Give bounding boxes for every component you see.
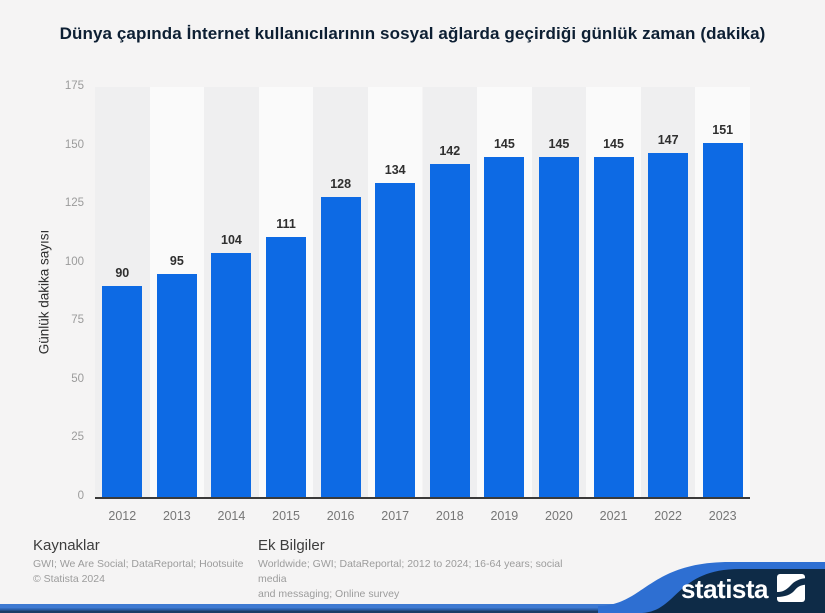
sources-block: Kaynaklar GWI; We Are Social; DataReport… <box>33 537 248 587</box>
bar-value-label: 90 <box>115 266 130 281</box>
bar-2016[interactable] <box>320 197 361 497</box>
info-text-line2: and messaging; Online survey <box>258 588 400 600</box>
x-tick-label: 2023 <box>708 509 737 523</box>
bar-value-label: 111 <box>276 216 296 231</box>
sources-heading: Kaynaklar <box>33 537 100 554</box>
y-tick-label: 150 <box>64 138 84 151</box>
bar-2019[interactable] <box>484 157 525 497</box>
bar-column: 104 <box>204 87 259 497</box>
bar-column: 145 <box>477 87 532 497</box>
x-tick-label: 2021 <box>599 509 628 523</box>
bar-column: 145 <box>586 87 641 497</box>
bar-value-label: 104 <box>221 233 242 248</box>
bar-column: 142 <box>422 87 478 497</box>
bar-2015[interactable] <box>266 236 307 497</box>
bar-value-label: 128 <box>330 177 352 192</box>
bar-2013[interactable] <box>156 274 197 497</box>
footer-bottom-strip <box>0 604 825 613</box>
bar-2017[interactable] <box>375 183 416 497</box>
bar-column: 90 <box>95 87 150 497</box>
bar-value-label: 142 <box>439 144 461 159</box>
bar-2020[interactable] <box>538 157 579 497</box>
x-tick-label: 2012 <box>108 509 137 523</box>
bar-value-label: 145 <box>493 137 515 152</box>
bar-column: 145 <box>531 87 587 497</box>
bar-2018[interactable] <box>429 164 470 497</box>
bar-2023[interactable] <box>702 143 743 497</box>
y-tick-label: 25 <box>71 431 84 444</box>
y-tick-label: 0 <box>77 490 84 502</box>
bar-value-label: 95 <box>169 254 184 269</box>
bar-value-label: 147 <box>657 132 679 147</box>
bar-column: 147 <box>640 87 696 497</box>
x-tick-label: 2013 <box>162 509 191 523</box>
y-axis-ticks: 0 25 50 75 100 125 150 175 <box>20 80 84 502</box>
y-tick-label: 75 <box>71 314 84 327</box>
y-tick-label: 100 <box>64 255 84 268</box>
info-text-line1: Worldwide; GWI; DataReportal; 2012 to 20… <box>258 558 563 585</box>
bar-column: 95 <box>149 87 205 497</box>
x-axis-ticks: 2012 2013 2014 2015 2016 2017 2018 2019 2020 2021… <box>95 506 750 526</box>
sources-text: GWI; We Are Social; DataReportal; Hootsu… <box>33 558 244 570</box>
x-tick-label: 2018 <box>435 509 464 523</box>
chart-title: Dünya çapında İnternet kullanıcılarının … <box>59 24 766 43</box>
y-tick-label: 50 <box>71 372 84 385</box>
bar-column: 128 <box>313 87 368 497</box>
plot-area: 90 95 104 111 128 134 142 145 145 145 147 151 <box>95 87 750 499</box>
bar-column: 151 <box>695 87 750 497</box>
x-tick-label: 2016 <box>326 509 355 523</box>
copyright-text: © Statista 2024 <box>33 573 105 585</box>
bar-value-label: 145 <box>548 137 570 152</box>
bar-value-label: 134 <box>384 163 406 178</box>
info-block: Ek Bilgiler Worldwide; GWI; DataReportal… <box>258 537 588 602</box>
statista-icon <box>777 574 805 602</box>
x-tick-label: 2015 <box>272 509 300 523</box>
bar-value-label: 145 <box>603 137 624 152</box>
bar-column: 134 <box>367 87 423 497</box>
x-tick-label: 2014 <box>217 509 246 523</box>
bar-2012[interactable] <box>102 286 143 497</box>
x-tick-label: 2020 <box>545 509 573 523</box>
x-tick-label: 2022 <box>654 509 683 523</box>
bar-2021[interactable] <box>593 157 634 497</box>
statista-wordmark: statista <box>681 574 769 604</box>
y-tick-label: 175 <box>64 80 84 92</box>
x-tick-label: 2017 <box>381 509 410 523</box>
bar-2022[interactable] <box>648 152 689 497</box>
bar-2014[interactable] <box>211 253 252 497</box>
statista-logo: statista <box>598 562 825 613</box>
y-tick-label: 125 <box>64 197 84 210</box>
bar-value-label: 151 <box>712 123 734 138</box>
bar-column: 111 <box>258 87 314 497</box>
x-tick-label: 2019 <box>490 509 519 523</box>
info-heading: Ek Bilgiler <box>258 537 325 554</box>
